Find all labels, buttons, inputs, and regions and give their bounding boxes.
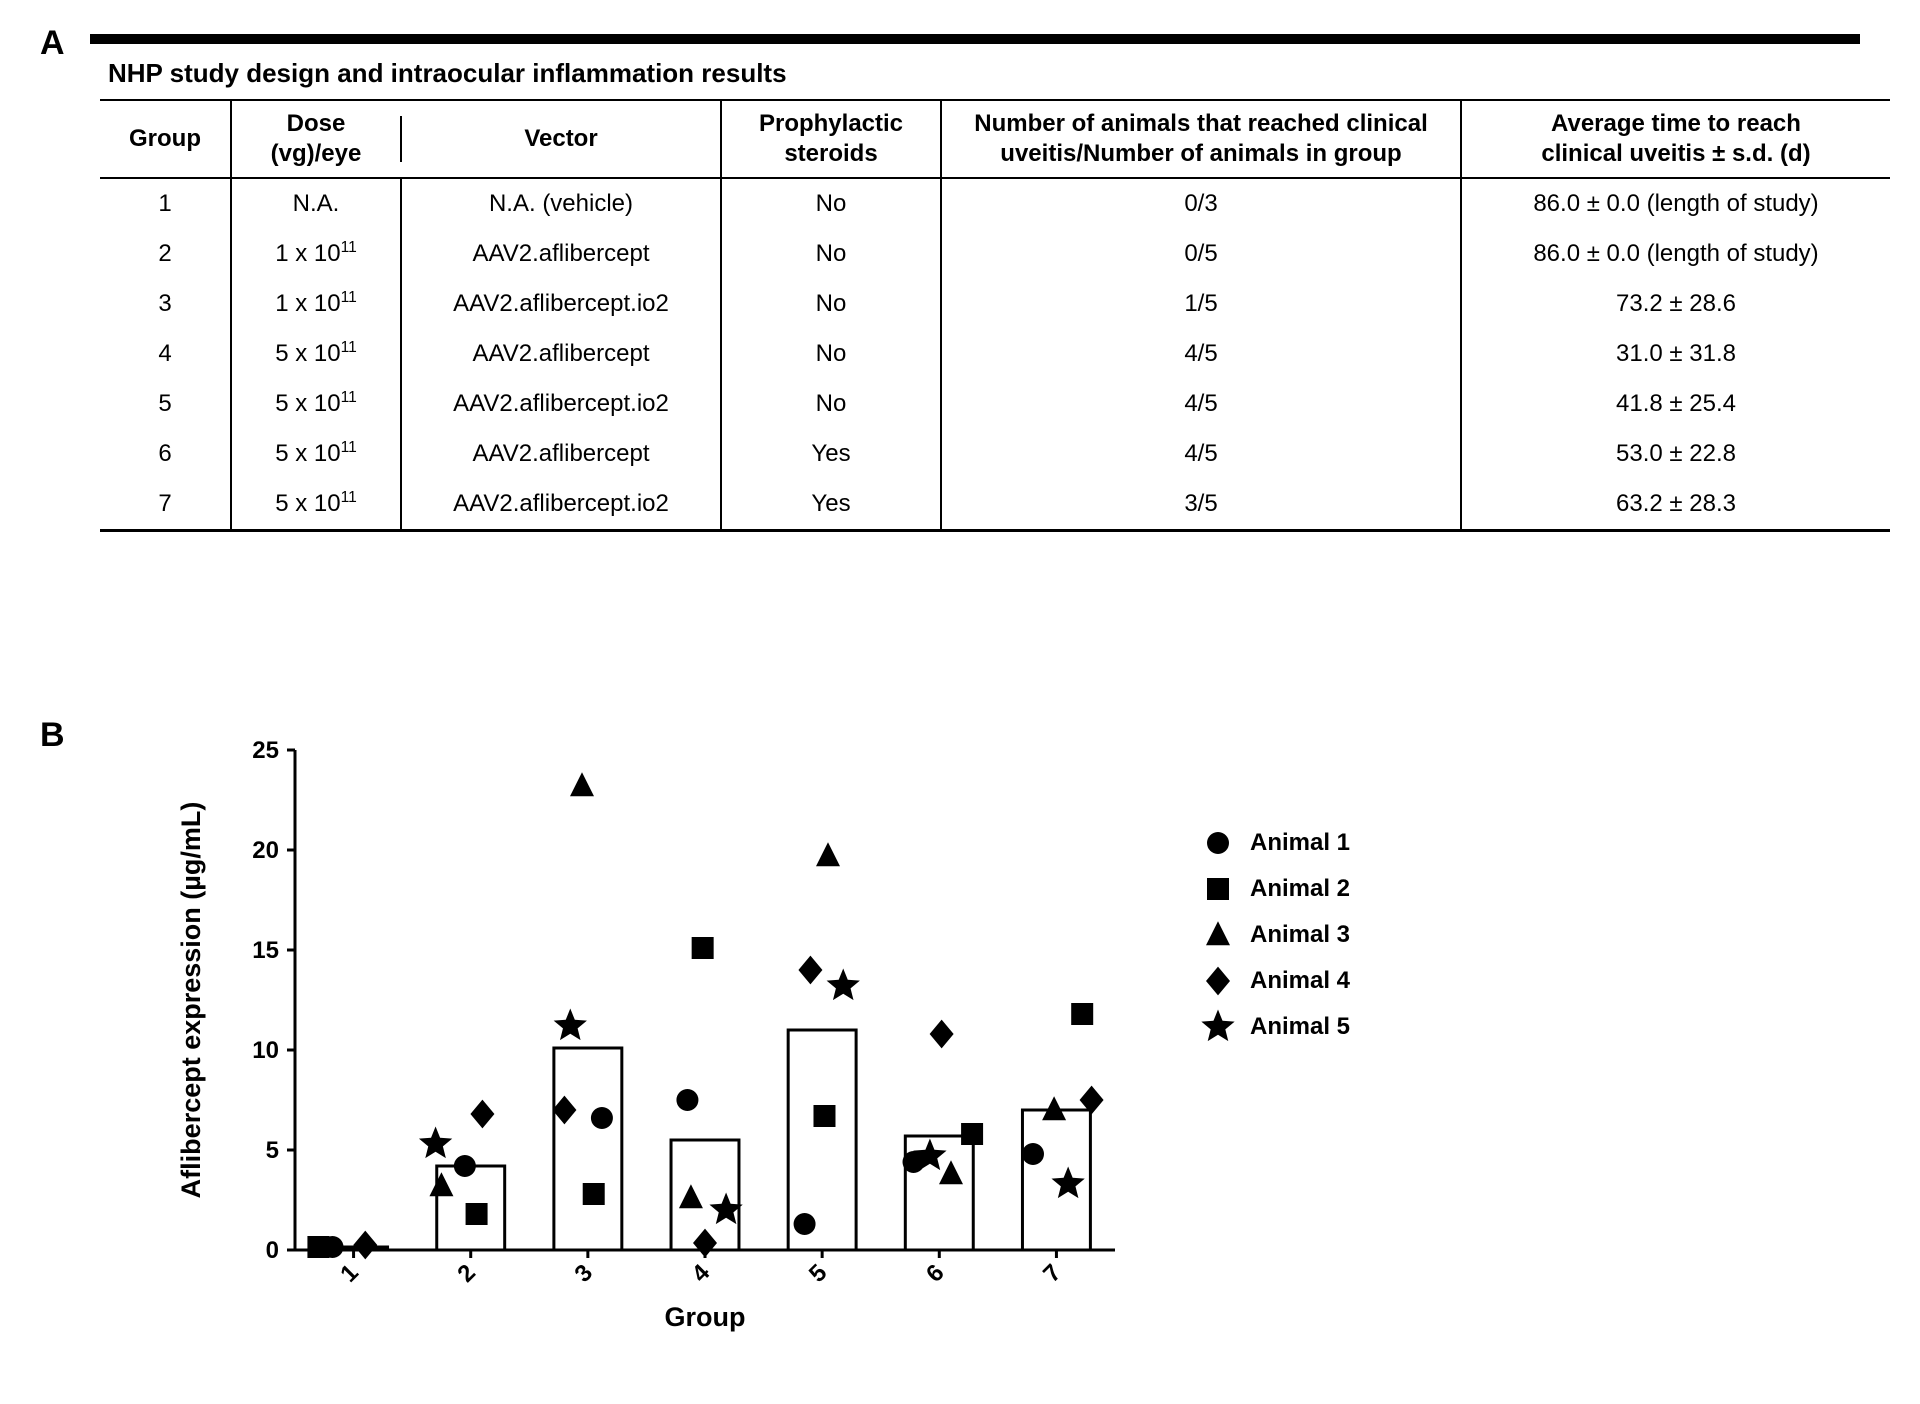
table-cell: 1 x 1011	[230, 279, 400, 329]
svg-text:20: 20	[252, 837, 279, 864]
table-cell: AAV2.aflibercept.io2	[400, 479, 720, 531]
table-row: 65 x 1011AAV2.afliberceptYes4/553.0 ± 22…	[100, 429, 1890, 479]
panel-b-chart: 0510152025Aflibercept expression (µg/mL)…	[90, 740, 1190, 1360]
diamond-icon	[1200, 963, 1236, 999]
table-row: 1N.A.N.A. (vehicle)No0/386.0 ± 0.0 (leng…	[100, 178, 1890, 229]
figure-page: A NHP study design and intraocular infla…	[0, 0, 1920, 1404]
table-cell: AAV2.aflibercept	[400, 229, 720, 279]
table-cell: 73.2 ± 28.6	[1460, 279, 1890, 329]
table-cell: 5 x 1011	[230, 479, 400, 531]
legend-item: Animal 4	[1200, 958, 1350, 1004]
top-rule	[90, 34, 1860, 44]
legend-label: Animal 4	[1250, 967, 1350, 995]
svg-text:Aflibercept expression (µg/mL): Aflibercept expression (µg/mL)	[176, 802, 206, 1199]
table-cell: 5 x 1011	[230, 329, 400, 379]
svg-text:Group: Group	[665, 1302, 746, 1332]
square-icon	[1200, 871, 1236, 907]
table-cell: N.A.	[230, 178, 400, 229]
table-row: 31 x 1011AAV2.aflibercept.io2No1/573.2 ±…	[100, 279, 1890, 329]
legend-label: Animal 5	[1250, 1013, 1350, 1041]
table-cell: 41.8 ± 25.4	[1460, 379, 1890, 429]
table-cell: 1 x 1011	[230, 229, 400, 279]
table-cell: No	[720, 229, 940, 279]
triangle-icon	[1200, 917, 1236, 953]
svg-text:4: 4	[687, 1259, 716, 1288]
table-cell: No	[720, 178, 940, 229]
svg-text:1: 1	[335, 1259, 364, 1288]
table-cell: No	[720, 329, 940, 379]
panel-a-table-wrap: NHP study design and intraocular inflamm…	[90, 34, 1860, 532]
table-cell: 1	[100, 178, 230, 229]
table-cell: AAV2.aflibercept.io2	[400, 279, 720, 329]
table-cell: Yes	[720, 479, 940, 531]
svg-text:5: 5	[804, 1259, 833, 1288]
table-row: 45 x 1011AAV2.afliberceptNo4/531.0 ± 31.…	[100, 329, 1890, 379]
table-cell: 3	[100, 279, 230, 329]
legend-label: Animal 1	[1250, 829, 1350, 857]
svg-text:6: 6	[921, 1259, 950, 1288]
table-cell: 7	[100, 479, 230, 531]
legend-item: Animal 3	[1200, 912, 1350, 958]
table-cell: No	[720, 379, 940, 429]
table-cell: 31.0 ± 31.8	[1460, 329, 1890, 379]
column-header: Average time to reachclinical uveitis ± …	[1460, 100, 1890, 178]
svg-text:0: 0	[266, 1237, 279, 1264]
svg-text:5: 5	[266, 1137, 279, 1164]
panel-b-label: B	[40, 716, 65, 755]
circle-icon	[1200, 825, 1236, 861]
column-header: Prophylacticsteroids	[720, 100, 940, 178]
table-cell: 53.0 ± 22.8	[1460, 429, 1890, 479]
svg-text:25: 25	[252, 740, 279, 764]
table-cell: 3/5	[940, 479, 1460, 531]
table-cell: Yes	[720, 429, 940, 479]
column-header: Group	[100, 100, 230, 178]
table-cell: 0/3	[940, 178, 1460, 229]
table-cell: 6	[100, 429, 230, 479]
svg-text:10: 10	[252, 1037, 279, 1064]
table-cell: N.A. (vehicle)	[400, 178, 720, 229]
table-cell: 4	[100, 329, 230, 379]
svg-text:15: 15	[252, 937, 279, 964]
table-row: 75 x 1011AAV2.aflibercept.io2Yes3/563.2 …	[100, 479, 1890, 531]
legend-item: Animal 1	[1200, 820, 1350, 866]
table-cell: 1/5	[940, 279, 1460, 329]
study-table: GroupDose(vg)/eyeVectorProphylacticstero…	[100, 99, 1890, 532]
svg-text:2: 2	[452, 1259, 481, 1288]
column-header: Number of animals that reached clinicalu…	[940, 100, 1460, 178]
column-header: Vector	[400, 100, 720, 178]
table-cell: 4/5	[940, 429, 1460, 479]
table-cell: 2	[100, 229, 230, 279]
legend-item: Animal 5	[1200, 1004, 1350, 1050]
table-row: 21 x 1011AAV2.afliberceptNo0/586.0 ± 0.0…	[100, 229, 1890, 279]
table-cell: 5 x 1011	[230, 379, 400, 429]
panel-a-label: A	[40, 24, 65, 63]
table-cell: AAV2.aflibercept.io2	[400, 379, 720, 429]
table-cell: No	[720, 279, 940, 329]
column-header: Dose(vg)/eye	[230, 100, 400, 178]
chart-svg: 0510152025Aflibercept expression (µg/mL)…	[90, 740, 1190, 1360]
table-cell: 86.0 ± 0.0 (length of study)	[1460, 178, 1890, 229]
table-cell: AAV2.aflibercept	[400, 429, 720, 479]
table-title: NHP study design and intraocular inflamm…	[90, 50, 1860, 99]
table-cell: AAV2.aflibercept	[400, 329, 720, 379]
svg-text:7: 7	[1038, 1259, 1067, 1288]
table-cell: 5	[100, 379, 230, 429]
table-cell: 5 x 1011	[230, 429, 400, 479]
legend-item: Animal 2	[1200, 866, 1350, 912]
legend-label: Animal 2	[1250, 875, 1350, 903]
table-cell: 63.2 ± 28.3	[1460, 479, 1890, 531]
star-icon	[1200, 1009, 1236, 1045]
table-cell: 0/5	[940, 229, 1460, 279]
table-cell: 4/5	[940, 379, 1460, 429]
legend-label: Animal 3	[1250, 921, 1350, 949]
chart-legend: Animal 1 Animal 2 Animal 3 Animal 4 Animal 5	[1200, 820, 1350, 1050]
table-cell: 86.0 ± 0.0 (length of study)	[1460, 229, 1890, 279]
table-cell: 4/5	[940, 329, 1460, 379]
table-row: 55 x 1011AAV2.aflibercept.io2No4/541.8 ±…	[100, 379, 1890, 429]
svg-text:3: 3	[570, 1259, 599, 1288]
